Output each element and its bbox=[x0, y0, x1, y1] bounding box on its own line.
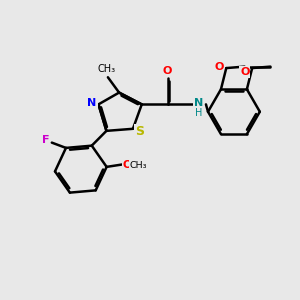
Text: O: O bbox=[163, 66, 172, 76]
Text: O: O bbox=[240, 67, 250, 76]
Text: H: H bbox=[195, 108, 202, 118]
Text: N: N bbox=[194, 98, 203, 108]
Text: O: O bbox=[122, 160, 132, 170]
Text: N: N bbox=[87, 98, 97, 108]
Text: CH₃: CH₃ bbox=[129, 160, 147, 169]
Text: F: F bbox=[42, 135, 49, 145]
Text: CH₃: CH₃ bbox=[98, 64, 116, 74]
Text: S: S bbox=[135, 125, 144, 138]
Text: O: O bbox=[214, 61, 224, 72]
